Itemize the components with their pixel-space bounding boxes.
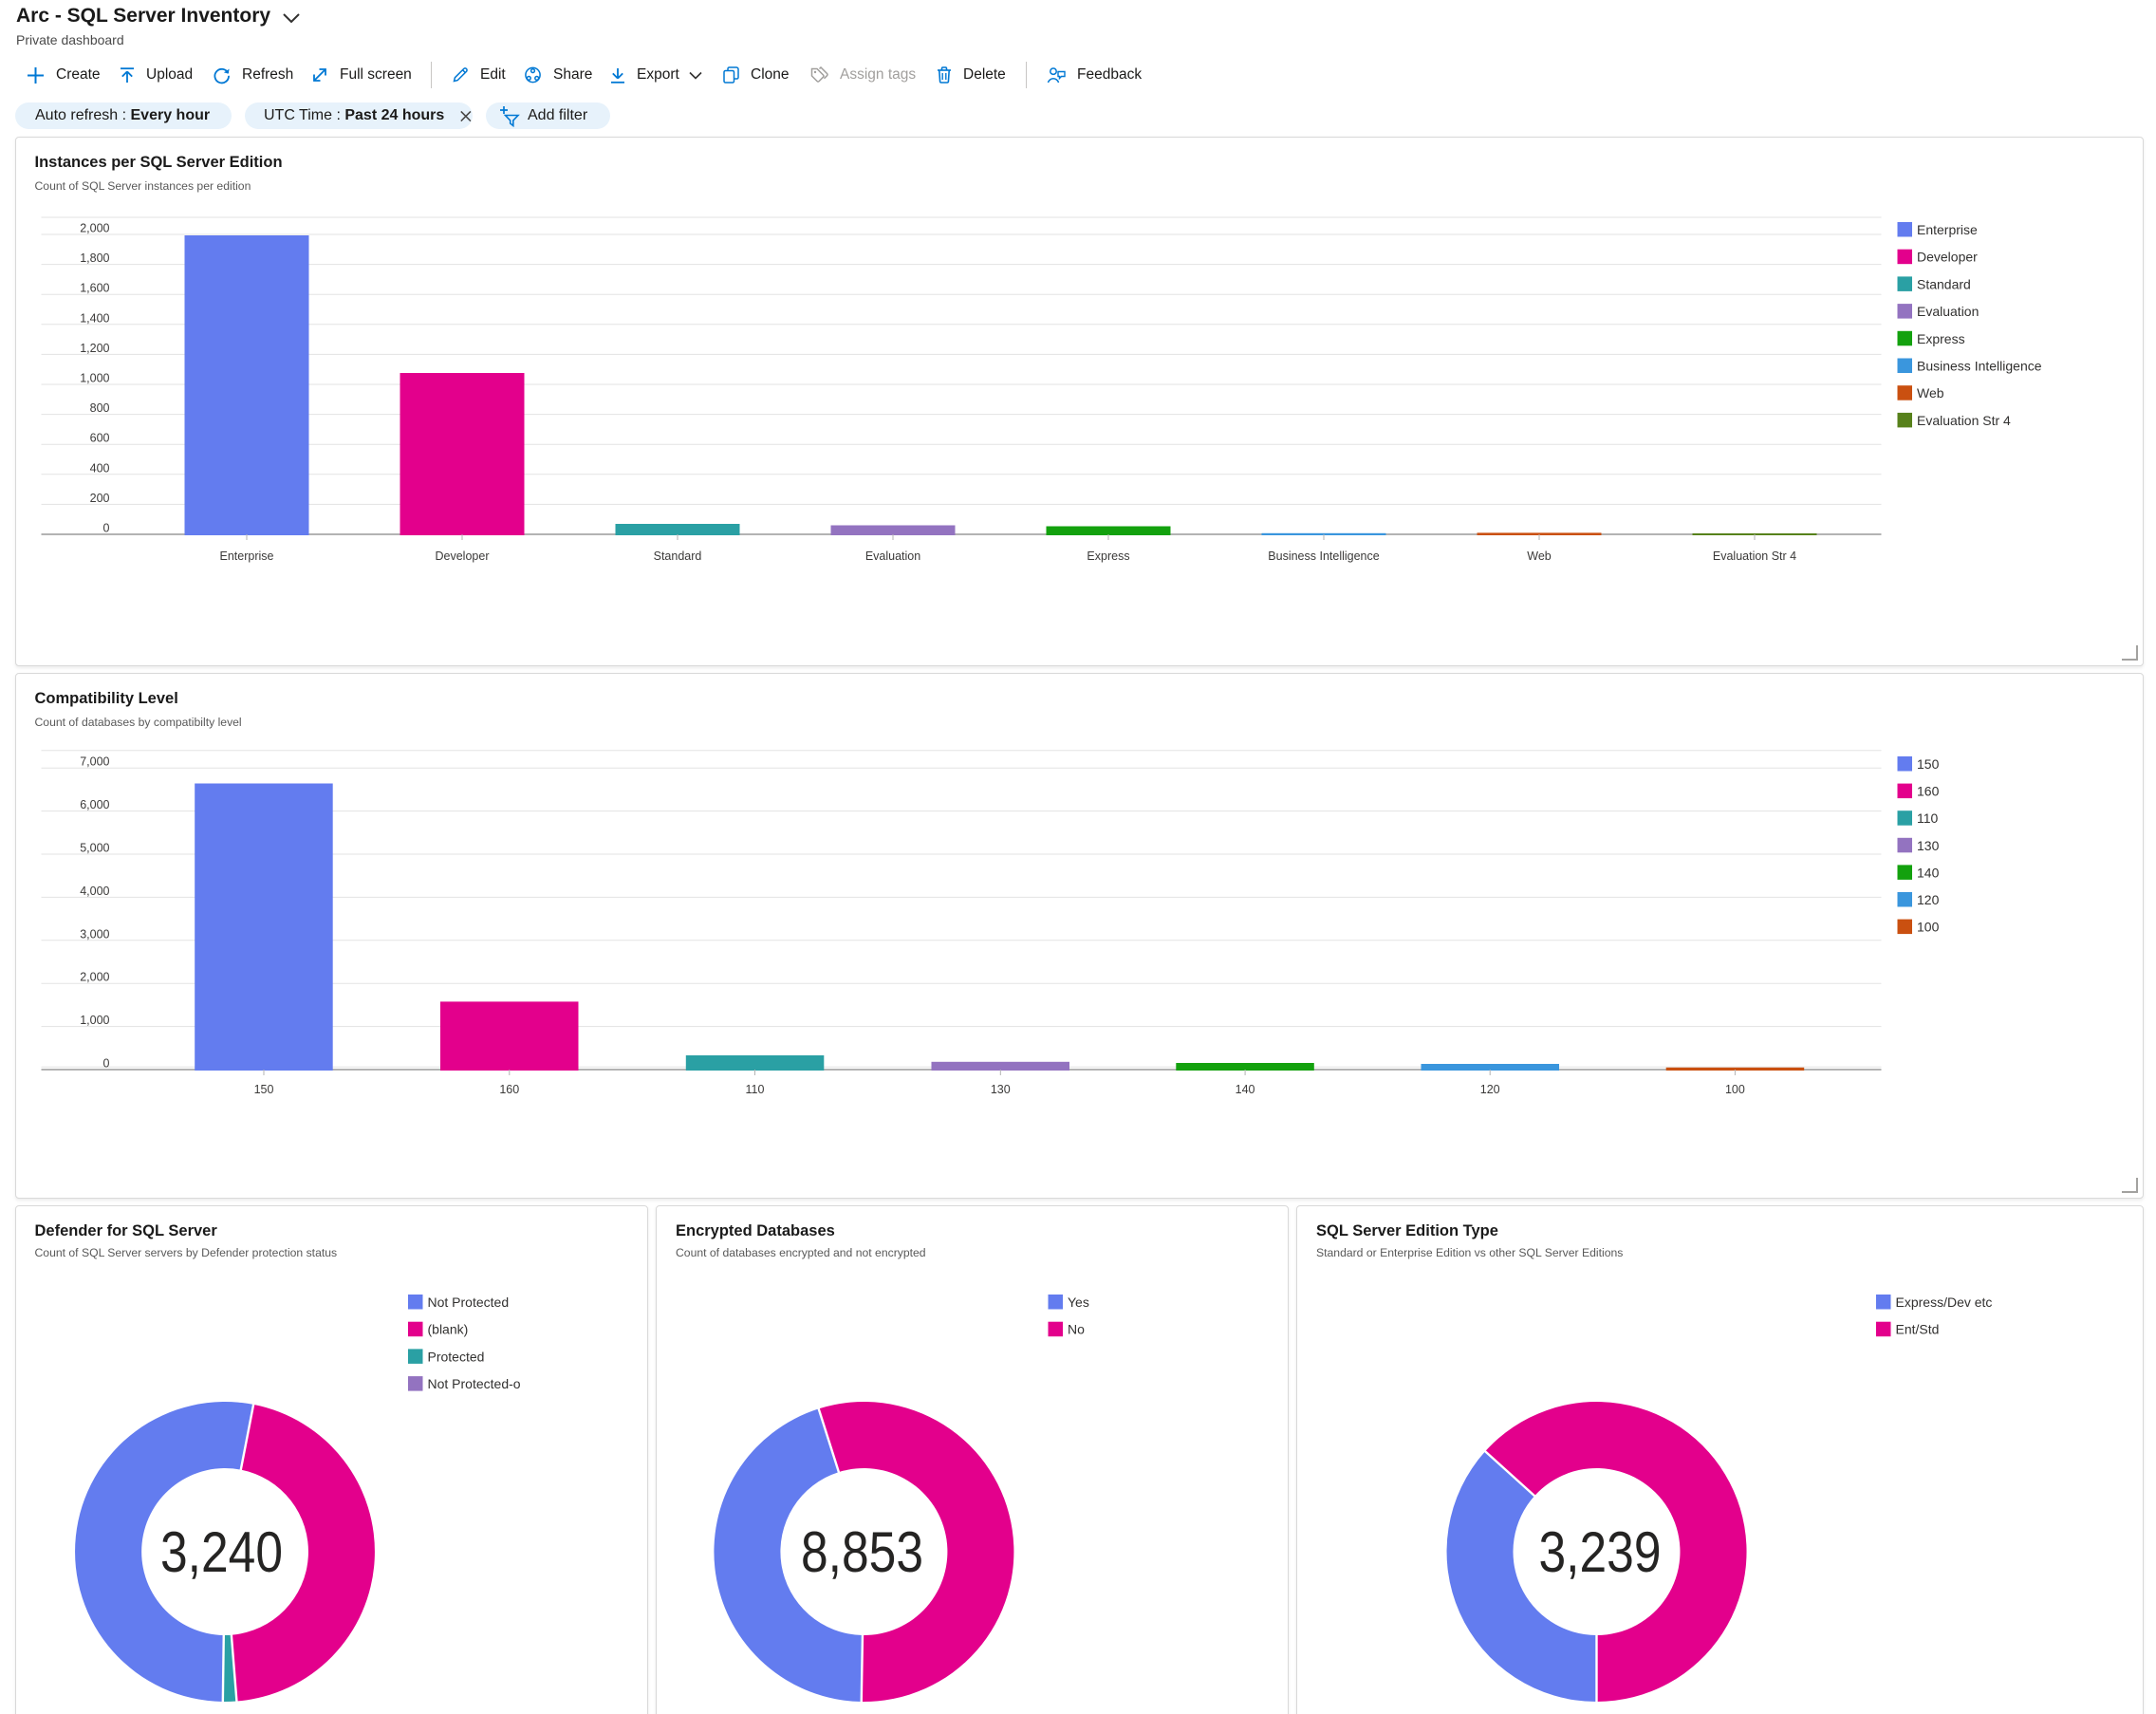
svg-text:6,000: 6,000 xyxy=(80,798,109,811)
svg-text:100: 100 xyxy=(1724,1083,1744,1096)
svg-text:140: 140 xyxy=(1917,865,1940,880)
svg-text:Express/Dev etc: Express/Dev etc xyxy=(1896,1295,1993,1310)
svg-text:Ent/Std: Ent/Std xyxy=(1896,1322,1940,1337)
svg-text:130: 130 xyxy=(990,1083,1010,1096)
svg-text:Enterprise: Enterprise xyxy=(219,550,273,563)
svg-text:Evaluation Str 4: Evaluation Str 4 xyxy=(1712,550,1795,563)
svg-text:160: 160 xyxy=(1917,784,1940,799)
svg-text:200: 200 xyxy=(89,492,109,505)
svg-text:2,000: 2,000 xyxy=(80,222,109,235)
svg-text:130: 130 xyxy=(1917,838,1940,853)
svg-text:Evaluation Str 4: Evaluation Str 4 xyxy=(1917,413,2011,428)
svg-text:140: 140 xyxy=(1235,1083,1255,1096)
svg-text:120: 120 xyxy=(1479,1083,1499,1096)
svg-text:100: 100 xyxy=(1917,920,1940,935)
svg-text:0: 0 xyxy=(102,1057,109,1071)
svg-text:4,000: 4,000 xyxy=(80,885,109,898)
svg-text:110: 110 xyxy=(1917,810,1939,826)
svg-text:160: 160 xyxy=(499,1083,519,1096)
svg-text:Web: Web xyxy=(1917,385,1944,401)
svg-text:2,000: 2,000 xyxy=(80,971,109,984)
svg-text:Yes: Yes xyxy=(1068,1295,1089,1310)
svg-text:(blank): (blank) xyxy=(427,1322,468,1337)
svg-text:600: 600 xyxy=(89,432,109,445)
svg-text:No: No xyxy=(1068,1322,1085,1337)
svg-text:800: 800 xyxy=(89,401,109,415)
svg-text:150: 150 xyxy=(253,1083,273,1096)
svg-text:1,200: 1,200 xyxy=(80,342,109,355)
svg-text:5,000: 5,000 xyxy=(80,842,109,855)
svg-text:1,800: 1,800 xyxy=(80,252,109,265)
svg-text:150: 150 xyxy=(1917,756,1940,772)
svg-text:Not Protected-o: Not Protected-o xyxy=(427,1376,520,1391)
svg-text:Standard: Standard xyxy=(653,550,701,563)
svg-text:Evaluation: Evaluation xyxy=(1917,304,1979,319)
svg-text:3,000: 3,000 xyxy=(80,927,109,941)
svg-text:8,853: 8,853 xyxy=(801,1520,923,1584)
svg-text:Developer: Developer xyxy=(1917,250,1978,265)
svg-text:1,600: 1,600 xyxy=(80,282,109,295)
svg-text:1,400: 1,400 xyxy=(80,311,109,325)
svg-text:Protected: Protected xyxy=(427,1349,484,1364)
svg-text:3,239: 3,239 xyxy=(1539,1520,1662,1584)
svg-text:Enterprise: Enterprise xyxy=(1917,222,1978,237)
svg-text:120: 120 xyxy=(1917,892,1940,907)
svg-text:Business Intelligence: Business Intelligence xyxy=(1917,359,2042,374)
svg-text:Developer: Developer xyxy=(435,550,489,563)
svg-text:110: 110 xyxy=(745,1083,764,1096)
svg-text:Business Intelligence: Business Intelligence xyxy=(1268,550,1379,563)
svg-text:Express: Express xyxy=(1917,331,1965,346)
svg-text:Web: Web xyxy=(1527,550,1552,563)
svg-text:1,000: 1,000 xyxy=(80,372,109,385)
svg-text:Express: Express xyxy=(1087,550,1129,563)
svg-text:Standard: Standard xyxy=(1917,276,1971,291)
svg-text:400: 400 xyxy=(89,461,109,475)
svg-text:1,000: 1,000 xyxy=(80,1014,109,1027)
svg-text:7,000: 7,000 xyxy=(80,755,109,769)
svg-text:3,240: 3,240 xyxy=(160,1520,283,1584)
svg-text:Not Protected: Not Protected xyxy=(427,1295,509,1310)
svg-text:0: 0 xyxy=(102,522,109,535)
svg-text:Evaluation: Evaluation xyxy=(864,550,920,563)
